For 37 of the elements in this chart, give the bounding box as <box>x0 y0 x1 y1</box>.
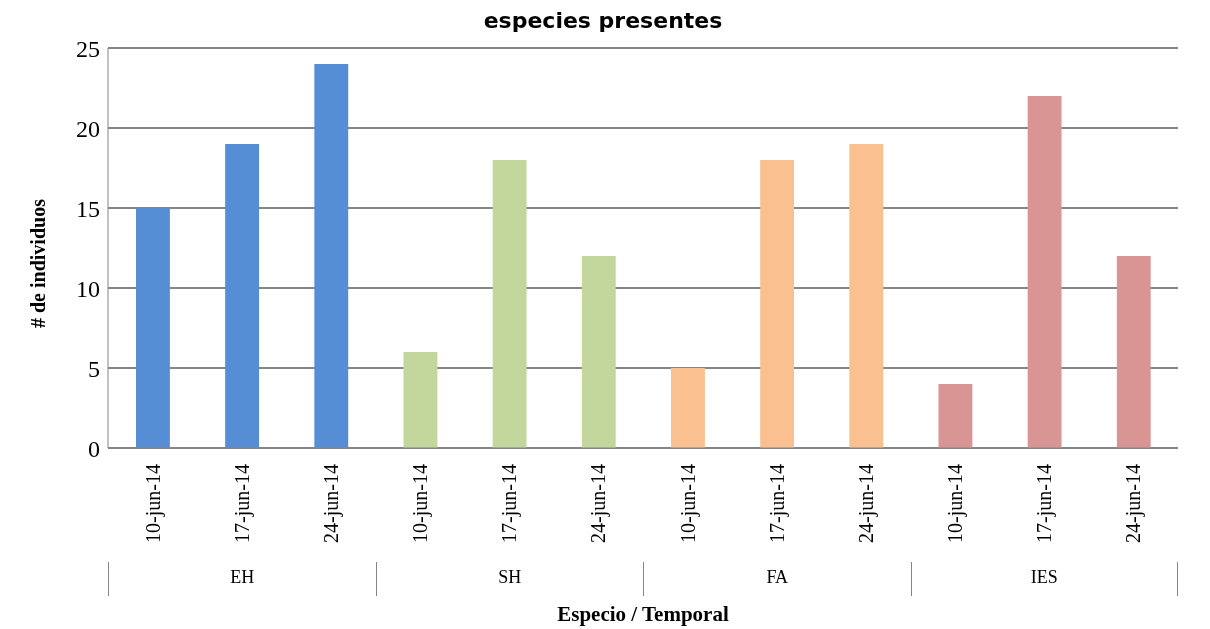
x-tick-label: 24-jun-14 <box>854 464 878 543</box>
bar <box>1116 256 1151 448</box>
chart-title: especies presentes <box>482 8 724 33</box>
y-tick-label: 20 <box>76 115 100 142</box>
bar <box>760 160 795 448</box>
x-tick-label: 17-jun-14 <box>765 464 789 543</box>
x-tick-label: 10-jun-14 <box>944 464 968 543</box>
text: FA <box>643 562 911 596</box>
x-tick-label: 17-jun-14 <box>498 464 522 543</box>
y-tick-label: 25 <box>76 35 100 62</box>
x-tick-label: 24-jun-14 <box>1122 464 1146 543</box>
bar <box>136 208 170 448</box>
text: EH <box>108 562 376 596</box>
x-tick-label: 17-jun-14 <box>1033 464 1057 543</box>
y-tick-label: 0 <box>88 435 100 462</box>
y-tick-label: 5 <box>88 355 100 382</box>
x-tick-label: 10-jun-14 <box>409 464 433 543</box>
bar <box>1027 96 1062 448</box>
bar <box>403 352 438 448</box>
x-tick-label: 10-jun-14 <box>676 464 700 543</box>
y-tick-label: 15 <box>76 195 100 222</box>
bar <box>314 64 349 448</box>
x-tick-label: 10-jun-14 <box>141 464 165 543</box>
bar <box>671 368 705 448</box>
bar <box>225 144 260 448</box>
x-tick-label: 17-jun-14 <box>230 464 254 543</box>
text: SH <box>375 562 643 596</box>
x-tick-label: 24-jun-14 <box>587 464 611 543</box>
bar <box>581 256 616 448</box>
x-axis-title: Especio / Temporal <box>556 602 730 627</box>
x-tick-label: 24-jun-14 <box>319 464 343 543</box>
bar <box>492 160 527 448</box>
bar <box>938 384 973 448</box>
y-tick-label: 10 <box>76 275 100 302</box>
bar <box>849 144 884 448</box>
y-axis-title: # de individuos <box>27 198 50 328</box>
text: IES <box>910 562 1178 596</box>
